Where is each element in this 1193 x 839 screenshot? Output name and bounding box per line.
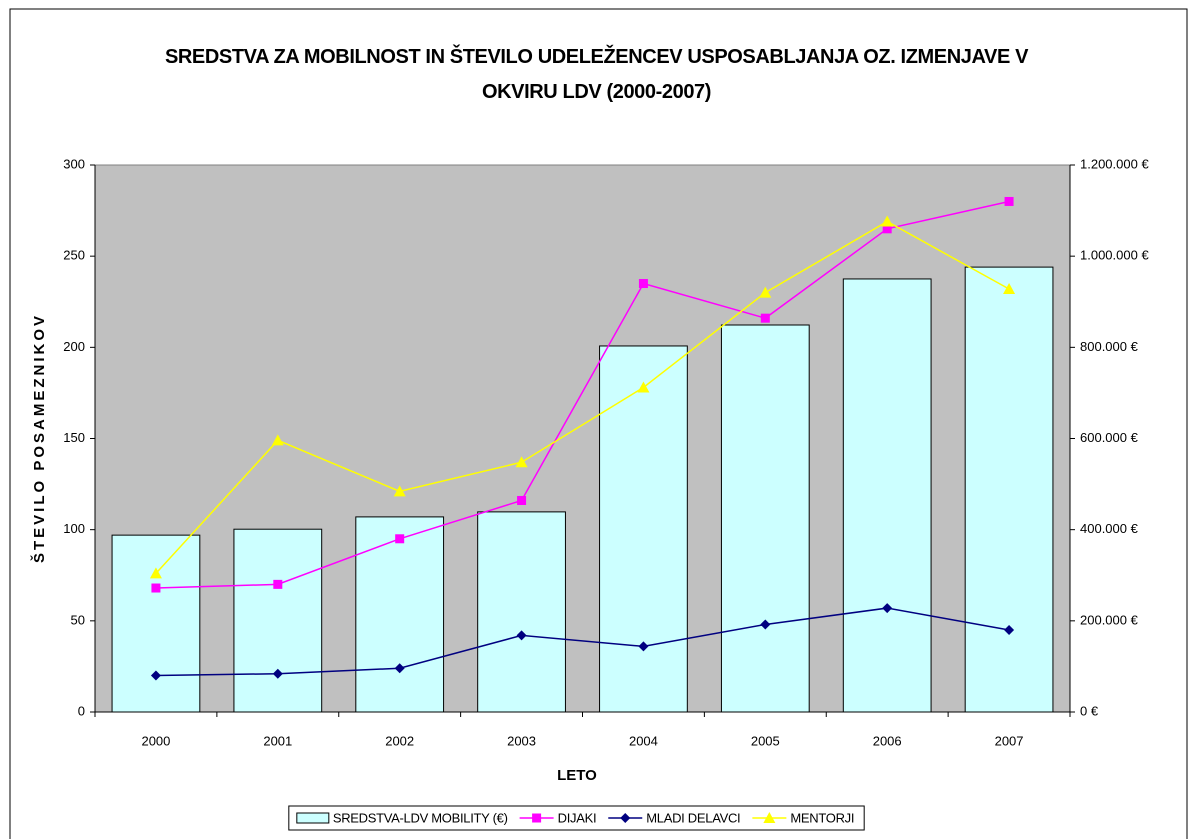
point (151, 583, 161, 593)
bar (477, 511, 566, 713)
x-tick-label: 2004 (629, 733, 658, 748)
legend-swatch (296, 812, 330, 824)
bar (842, 278, 932, 713)
point (882, 603, 893, 614)
legend: SREDSTVA-LDV MOBILITY (€) DIJAKI MLADI DEL… (288, 805, 865, 831)
x-tick-label: 2007 (995, 733, 1024, 748)
point (271, 434, 284, 446)
point (1004, 624, 1015, 635)
point (760, 619, 771, 630)
y-tick-label: 0 (78, 703, 85, 718)
x-tick-label: 2001 (263, 733, 292, 748)
bar (233, 528, 323, 713)
point (150, 670, 161, 681)
point (1003, 282, 1016, 294)
point (516, 630, 527, 641)
y2-tick-label: 0 € (1080, 703, 1099, 718)
bar (111, 534, 201, 713)
legend-label: MENTORJI (790, 810, 854, 825)
point (638, 641, 649, 652)
y-axis-title: ŠTEVILO POSAMEZNIKOV (30, 313, 48, 563)
x-tick-label: 2000 (141, 733, 170, 748)
legend-marker (620, 813, 631, 823)
legend-label: DIJAKI (558, 810, 597, 825)
point (149, 567, 162, 579)
y-tick-label: 300 (63, 156, 85, 171)
y2-tick-label: 400.000 € (1080, 521, 1139, 536)
point (273, 579, 283, 589)
legend-item: MLADI DELAVCI (608, 810, 741, 825)
bar (355, 516, 445, 713)
y-tick-label: 100 (63, 521, 85, 536)
legend-label: MLADI DELAVCI (646, 810, 740, 825)
y-tick-label: 50 (71, 612, 85, 627)
x-axis-title: LETO (557, 767, 597, 784)
point (759, 286, 772, 298)
legend-item: DIJAKI (519, 810, 597, 825)
point (1004, 196, 1014, 206)
y2-tick-label: 1.200.000 € (1080, 156, 1149, 171)
bar (720, 324, 810, 713)
line (155, 220, 1010, 574)
legend-label: SREDSTVA-LDV MOBILITY (€) (333, 810, 508, 825)
y-tick-label: 250 (63, 248, 85, 263)
legend-marker (532, 813, 542, 823)
chart-title: SREDSTVA ZA MOBILNOST IN ŠTEVILO UDELEŽE… (164, 46, 1029, 103)
x-tick-label: 2006 (873, 733, 902, 748)
point (637, 381, 650, 393)
y-tick-label: 150 (63, 430, 85, 445)
point (881, 215, 894, 227)
legend-item: SREDSTVA-LDV MOBILITY (€) (296, 810, 508, 825)
point (760, 313, 770, 323)
point (517, 495, 527, 505)
point (272, 668, 283, 679)
y2-tick-label: 800.000 € (1080, 339, 1139, 354)
y2-tick-label: 600.000 € (1080, 430, 1139, 445)
x-tick-label: 2005 (751, 733, 780, 748)
legend-marker (763, 812, 776, 823)
point (515, 456, 528, 468)
legend-item: MENTORJI (752, 810, 854, 825)
y-tick-label: 200 (63, 339, 85, 354)
line (155, 200, 1010, 589)
bar (599, 345, 688, 713)
x-tick-label: 2002 (385, 733, 414, 748)
x-tick-label: 2003 (507, 733, 536, 748)
y2-tick-label: 1.000.000 € (1080, 248, 1149, 263)
bar (964, 266, 1054, 713)
point (882, 224, 892, 234)
point (638, 279, 648, 289)
line (155, 607, 1010, 677)
y2-tick-label: 200.000 € (1080, 612, 1139, 627)
point (394, 663, 405, 674)
point (395, 534, 405, 544)
point (393, 485, 406, 497)
